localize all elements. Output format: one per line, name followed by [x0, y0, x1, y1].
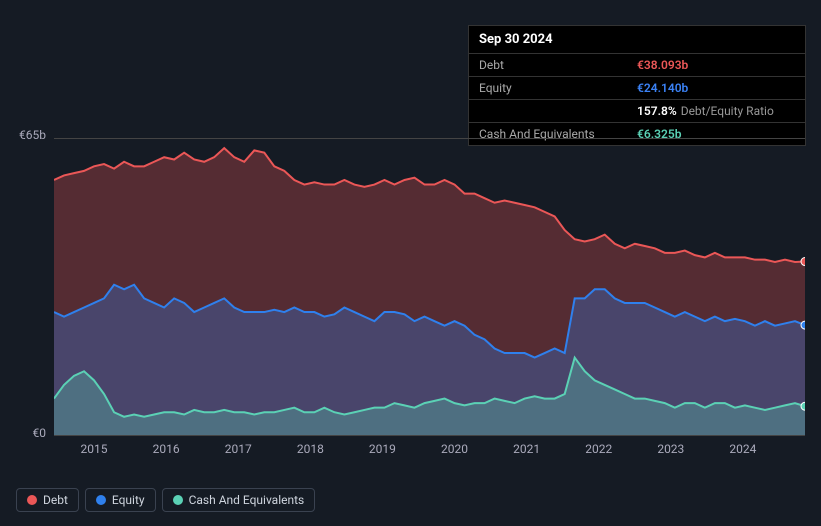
x-axis-label: 2021 — [513, 442, 540, 456]
x-axis-label: 2024 — [729, 442, 756, 456]
tooltip-date: Sep 30 2024 — [469, 26, 805, 53]
legend-label: Debt — [43, 493, 68, 507]
legend-item-cash[interactable]: Cash And Equivalents — [162, 488, 316, 512]
legend-item-debt[interactable]: Debt — [16, 488, 79, 512]
legend-label: Cash And Equivalents — [189, 493, 305, 507]
chart-plot-area[interactable] — [54, 138, 805, 436]
x-axis-label: 2020 — [441, 442, 468, 456]
x-axis: 2015 2016 2017 2018 2019 2020 2021 2022 2023 2024 — [54, 442, 805, 458]
tooltip-row-label — [479, 104, 637, 118]
x-axis-label: 2017 — [225, 442, 252, 456]
tooltip-row: Equity€24.140b — [469, 76, 805, 99]
chart-end-marker-debt — [801, 258, 805, 266]
legend-swatch — [173, 495, 183, 505]
legend-label: Equity — [112, 493, 145, 507]
x-axis-label: 2015 — [81, 442, 108, 456]
tooltip-row: Debt€38.093b — [469, 53, 805, 76]
legend-swatch — [96, 495, 106, 505]
tooltip-row-value: €38.093b — [637, 58, 795, 72]
legend-swatch — [27, 495, 37, 505]
x-axis-label: 2022 — [585, 442, 612, 456]
financial-chart: €65b €0 2015 2016 2017 2018 2019 2020 2021 2022… — [16, 128, 805, 476]
tooltip-row-value: €24.140b — [637, 81, 795, 95]
tooltip-row-label: Debt — [479, 58, 637, 72]
legend-item-equity[interactable]: Equity — [85, 488, 156, 512]
x-axis-label: 2023 — [657, 442, 684, 456]
chart-legend: Debt Equity Cash And Equivalents — [16, 488, 315, 512]
x-axis-label: 2019 — [369, 442, 396, 456]
chart-end-marker-equity — [801, 321, 805, 329]
tooltip-row: 157.8%Debt/Equity Ratio — [469, 99, 805, 122]
tooltip-row-value: 157.8%Debt/Equity Ratio — [637, 104, 795, 118]
chart-end-marker-cash — [801, 402, 805, 410]
x-axis-label: 2016 — [153, 442, 180, 456]
x-axis-label: 2018 — [297, 442, 324, 456]
tooltip-row-extra: Debt/Equity Ratio — [681, 104, 774, 118]
y-axis-max-label: €65b — [19, 128, 46, 142]
tooltip-row-label: Equity — [479, 81, 637, 95]
y-axis-min-label: €0 — [33, 426, 47, 440]
